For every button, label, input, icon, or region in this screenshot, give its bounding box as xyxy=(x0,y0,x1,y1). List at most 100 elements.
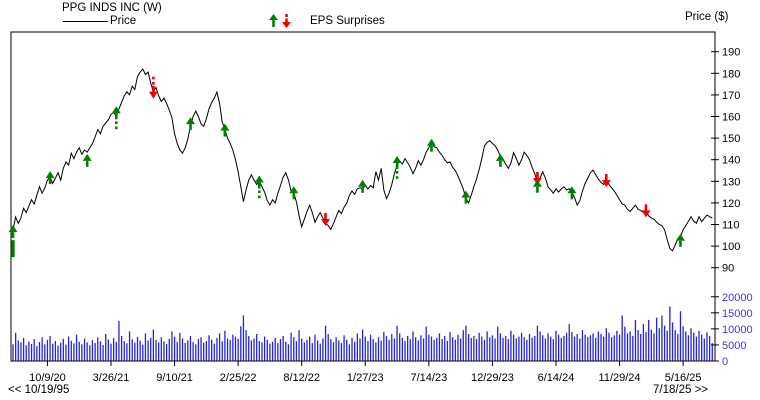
volume-bar xyxy=(128,331,131,361)
price-axis-tick-label: 120 xyxy=(722,198,740,210)
volume-bar xyxy=(184,343,186,361)
volume-bar xyxy=(195,344,197,361)
volume-bar xyxy=(150,337,152,361)
volume-bar xyxy=(573,336,576,361)
volume-bar xyxy=(234,336,237,361)
price-legend-label: Price xyxy=(110,15,137,27)
volume-bar xyxy=(147,340,149,361)
volume-bar xyxy=(438,333,441,361)
eps-legend-label: EPS Surprises xyxy=(310,15,385,27)
volume-bar xyxy=(192,342,194,361)
eps-surprise-up-marker xyxy=(570,193,574,200)
volume-bar xyxy=(401,337,404,361)
volume-bar xyxy=(229,340,231,361)
eps-surprise-up-marker xyxy=(392,156,402,163)
volume-bar xyxy=(245,330,247,361)
nav-forward-link[interactable]: 7/18/25 >> xyxy=(653,384,708,396)
volume-bar xyxy=(224,330,226,361)
volume-bar xyxy=(258,341,260,361)
volume-bar xyxy=(324,325,327,361)
date-axis-tick-label: 8/12/22 xyxy=(283,372,320,384)
volume-bar xyxy=(211,339,213,361)
volume-bar xyxy=(412,331,414,361)
eps-surprise-up-marker xyxy=(258,182,261,189)
volume-bar xyxy=(250,340,253,361)
volume-bar xyxy=(420,335,422,361)
eps-surprise-up-marker xyxy=(499,160,502,167)
volume-bar xyxy=(701,334,703,361)
volume-bar xyxy=(38,342,41,361)
volume-bar xyxy=(274,337,276,361)
eps-surprise-up-marker xyxy=(11,232,15,239)
volume-bar xyxy=(385,335,388,361)
volume-bar xyxy=(134,342,136,361)
volume-bar xyxy=(57,345,59,361)
nav-back-link[interactable]: << 10/19/95 xyxy=(8,384,70,396)
volume-bar xyxy=(232,334,234,361)
volume-bar xyxy=(115,342,117,361)
volume-bar xyxy=(425,326,427,361)
volume-bar xyxy=(253,338,255,361)
price-axis-tick-label: 90 xyxy=(722,263,734,275)
eps-surprise-up-marker xyxy=(532,179,542,187)
eps-surprise-up-marker xyxy=(427,138,436,146)
volume-bar xyxy=(367,341,369,361)
volume-bar xyxy=(200,337,202,361)
volume-bar xyxy=(110,343,112,361)
volume-bar xyxy=(340,343,343,361)
volume-bar xyxy=(36,346,38,361)
eps-surprise-up-marker xyxy=(495,153,505,161)
price-axis-tick-label: 160 xyxy=(722,112,740,124)
volume-bar xyxy=(49,335,51,361)
volume-bar xyxy=(12,344,14,361)
volume-bar xyxy=(457,334,459,361)
volume-bar xyxy=(608,332,610,361)
date-axis-tick-label: 3/26/21 xyxy=(93,372,130,384)
volume-bar xyxy=(107,339,109,361)
volume-bar xyxy=(459,338,462,361)
volume-bar xyxy=(380,340,382,361)
volume-bar xyxy=(197,339,200,361)
volume-bar xyxy=(15,332,17,361)
volume-bar xyxy=(168,338,170,361)
volume-bar xyxy=(584,334,586,361)
volume-bar xyxy=(624,326,626,361)
volume-bar xyxy=(600,334,602,361)
volume-bar xyxy=(60,342,62,361)
volume-bar xyxy=(356,333,358,361)
volume-bar xyxy=(473,335,475,361)
eps-surprise-down-marker xyxy=(536,172,539,178)
volume-bar xyxy=(526,339,528,361)
volume-bar xyxy=(663,325,666,361)
volume-bar xyxy=(332,342,335,361)
eps-surprise-up-marker xyxy=(464,197,468,204)
volume-bar xyxy=(20,342,22,361)
volume-bar xyxy=(589,335,592,361)
volume-bar xyxy=(285,341,287,361)
volume-bar xyxy=(67,336,70,361)
volume-bar xyxy=(176,341,178,361)
eps-up-arrow-icon xyxy=(269,14,278,27)
volume-bar xyxy=(706,332,708,361)
volume-bar xyxy=(698,330,700,361)
volume-bar xyxy=(348,344,351,361)
volume-bar xyxy=(502,337,504,361)
volume-bar xyxy=(33,339,35,361)
volume-bar xyxy=(142,344,144,361)
volume-bar xyxy=(550,336,552,361)
volume-bar xyxy=(388,339,390,361)
volume-bar xyxy=(595,337,597,361)
volume-bar xyxy=(203,342,205,361)
volume-bar xyxy=(603,336,605,361)
volume-bar xyxy=(346,339,348,361)
volume-bar xyxy=(399,333,401,361)
volume-bar xyxy=(489,337,491,361)
volume-bar xyxy=(650,329,652,361)
volume-bar xyxy=(618,334,621,361)
eps-surprise-up-marker xyxy=(358,179,368,187)
eps-surprise-up-marker xyxy=(111,106,121,114)
volume-bar xyxy=(330,339,332,361)
volume-bar xyxy=(581,330,584,361)
volume-bar xyxy=(671,322,674,361)
volume-bar xyxy=(46,339,49,361)
